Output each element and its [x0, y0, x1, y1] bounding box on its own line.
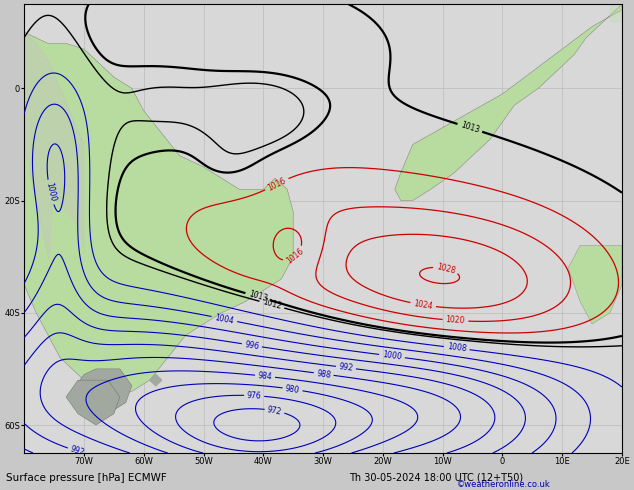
Text: 992: 992 — [338, 362, 354, 373]
Polygon shape — [568, 245, 622, 324]
Text: 1000: 1000 — [44, 182, 57, 203]
Text: 1020: 1020 — [446, 316, 465, 326]
Text: Th 30-05-2024 18:00 UTC (12+T50): Th 30-05-2024 18:00 UTC (12+T50) — [349, 473, 523, 483]
Polygon shape — [48, 200, 84, 335]
Text: 980: 980 — [285, 384, 301, 395]
Text: 1008: 1008 — [446, 343, 467, 354]
Text: 1004: 1004 — [214, 313, 235, 325]
Text: 1016: 1016 — [266, 176, 287, 193]
Text: 1024: 1024 — [413, 299, 433, 311]
Text: 1000: 1000 — [382, 350, 402, 362]
Text: 996: 996 — [244, 340, 260, 351]
Text: 976: 976 — [247, 391, 262, 401]
Polygon shape — [150, 374, 162, 386]
Text: 1012: 1012 — [261, 298, 282, 312]
Text: Surface pressure [hPa] ECMWF: Surface pressure [hPa] ECMWF — [6, 473, 167, 483]
Text: 984: 984 — [257, 371, 273, 381]
Polygon shape — [24, 32, 84, 301]
Text: 1013: 1013 — [247, 290, 268, 304]
Polygon shape — [72, 369, 132, 419]
Text: ©weatheronline.co.uk: ©weatheronline.co.uk — [456, 480, 550, 489]
Text: 988: 988 — [316, 368, 332, 379]
Text: 1016: 1016 — [285, 247, 305, 266]
Text: 972: 972 — [266, 405, 283, 416]
Polygon shape — [24, 32, 293, 397]
Polygon shape — [610, 4, 622, 21]
Polygon shape — [395, 4, 622, 200]
Text: 1028: 1028 — [436, 262, 456, 275]
Polygon shape — [66, 380, 120, 425]
Text: 1013: 1013 — [459, 121, 481, 135]
Text: 992: 992 — [69, 445, 86, 458]
